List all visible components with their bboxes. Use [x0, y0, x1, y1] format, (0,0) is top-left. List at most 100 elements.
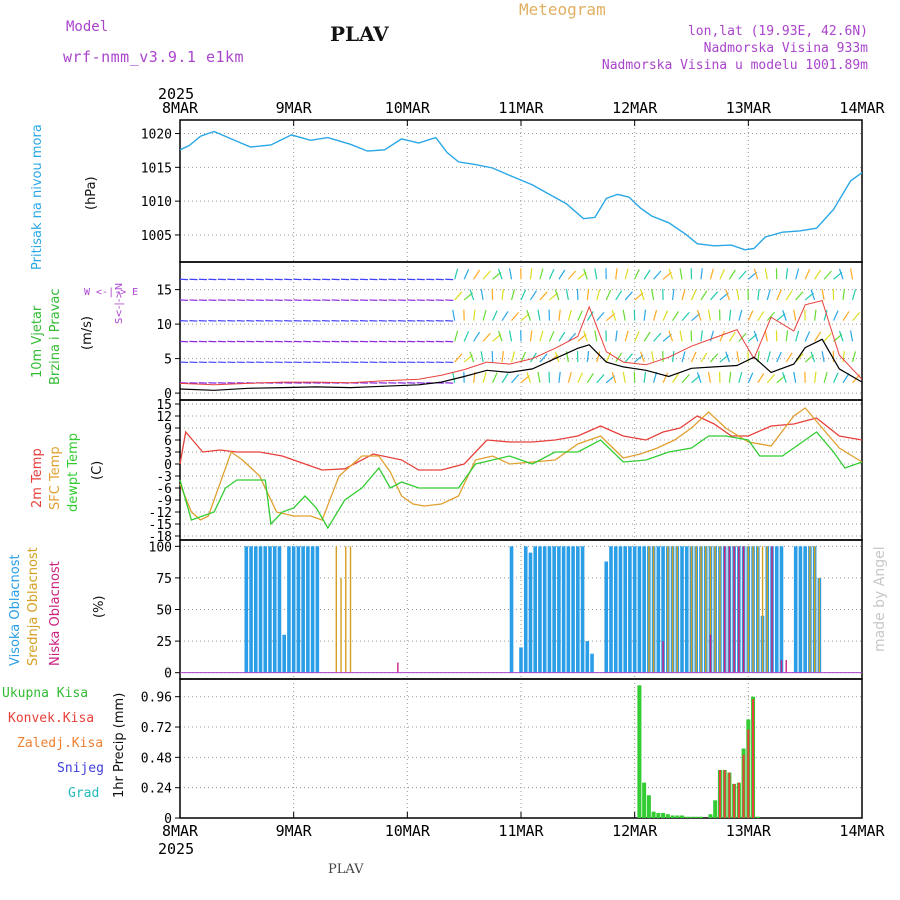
wind-barb	[719, 268, 725, 280]
wind-barb	[594, 268, 598, 280]
wind-barb	[823, 309, 828, 321]
wind-barb	[596, 374, 605, 384]
cloud-bar-high	[793, 546, 798, 673]
wind-barb	[469, 351, 475, 363]
wind-barb	[681, 289, 686, 301]
wind-barb	[696, 310, 702, 321]
precip-bar-total	[708, 814, 713, 818]
wind-barb	[473, 331, 481, 342]
wind-barb	[473, 309, 476, 321]
cloud-bar-high	[656, 546, 661, 673]
wind-barb	[624, 291, 633, 301]
wind-barb	[785, 268, 789, 280]
wind-barb	[577, 372, 583, 383]
wind-barb	[511, 311, 520, 322]
precip-bar-total	[670, 815, 675, 818]
y-tick-label: 3	[164, 446, 172, 461]
wind-barb	[583, 268, 588, 280]
wind-barb	[782, 310, 787, 321]
precip-bar-conv	[723, 769, 726, 818]
wind-barb	[709, 291, 719, 301]
cloud-bar-mid	[345, 546, 347, 673]
wind-barb	[766, 351, 771, 363]
wind-barb	[838, 268, 844, 280]
wind-barb	[594, 330, 598, 342]
wind-barb	[764, 268, 768, 280]
precip-bar-conv	[733, 783, 736, 818]
cloud-bar-high	[296, 546, 301, 673]
wind-barb	[725, 289, 730, 301]
wind-barb	[583, 330, 588, 342]
wind-barb	[558, 371, 561, 383]
cloud-bar-low	[780, 660, 783, 673]
wind-barb	[640, 289, 645, 301]
wind-barb	[766, 289, 771, 301]
wind-barb	[501, 351, 504, 363]
pressure-line	[179, 130, 863, 251]
y-tick-label: 1015	[141, 161, 172, 176]
wind-barb	[709, 330, 714, 342]
y-tick-label: -6	[156, 482, 172, 497]
cloud-bar-mid	[747, 546, 750, 673]
wind-barb	[833, 372, 839, 383]
wind-barb	[833, 310, 839, 321]
wind-barb	[596, 311, 605, 322]
precip-bar-conv	[747, 729, 750, 818]
wind-barb	[529, 290, 537, 301]
y-tick-label: 0	[164, 667, 172, 682]
wind-barb	[510, 351, 516, 363]
wind-barb	[700, 330, 703, 342]
wind-barb	[497, 330, 503, 342]
wind-barb	[452, 309, 456, 321]
cloud-bar-high	[263, 546, 268, 673]
y-tick-label: 100	[149, 540, 172, 555]
y-tick-label: 15	[156, 398, 172, 413]
wind-barb	[643, 309, 647, 321]
cloud-bar-mid	[813, 546, 816, 673]
wind-barb	[537, 371, 541, 383]
wind-barb	[624, 330, 629, 342]
cloud-bar-low	[709, 634, 712, 673]
precip-bar-conv	[737, 782, 740, 818]
wind-barb	[537, 309, 541, 321]
wind-barb	[707, 309, 712, 321]
wind-barb	[823, 270, 832, 280]
wind-barb	[681, 374, 690, 384]
time-tick-bottom: 14MAR	[839, 822, 885, 840]
wind-barb	[492, 372, 498, 383]
wind-barb	[738, 371, 743, 383]
precip-bar-total	[637, 685, 642, 818]
wind-barb	[782, 372, 787, 383]
model-name: wrf-nmm_v3.9.1 e1km	[63, 48, 245, 66]
y-tick-label: 0	[164, 387, 172, 402]
wind-barb	[567, 309, 572, 321]
wind-barb	[842, 311, 850, 321]
wind-barb	[454, 353, 463, 363]
wind-barb	[565, 289, 569, 301]
wind-barb	[548, 331, 555, 342]
wind-barb	[795, 291, 804, 301]
cloud-bar-high	[253, 546, 258, 673]
cloud-bar-high	[680, 546, 684, 673]
wind-barb	[529, 352, 537, 363]
wind-barb	[469, 289, 475, 301]
wind-barb	[653, 332, 662, 342]
temp-line-2	[179, 431, 863, 530]
wind-barb	[554, 289, 560, 301]
time-tick-bottom: 8MAR	[162, 822, 199, 840]
wind-barb	[696, 372, 702, 383]
cloud-bar-mid	[809, 546, 811, 673]
time-tick-top: 12MAR	[612, 99, 658, 117]
wind-barb	[671, 288, 675, 301]
wind-barb	[622, 309, 626, 321]
cloud-bar-low	[662, 641, 664, 673]
model-label: Model	[66, 19, 109, 35]
precip-bar-conv	[728, 772, 731, 818]
wind-barb	[586, 351, 590, 363]
cloud-bar-high	[684, 546, 689, 673]
wind-barb	[810, 289, 816, 301]
cloud-bar-high	[613, 546, 618, 673]
wind-barb	[679, 330, 683, 342]
wind-barb	[651, 289, 655, 301]
cloud-bar-high	[528, 552, 533, 673]
